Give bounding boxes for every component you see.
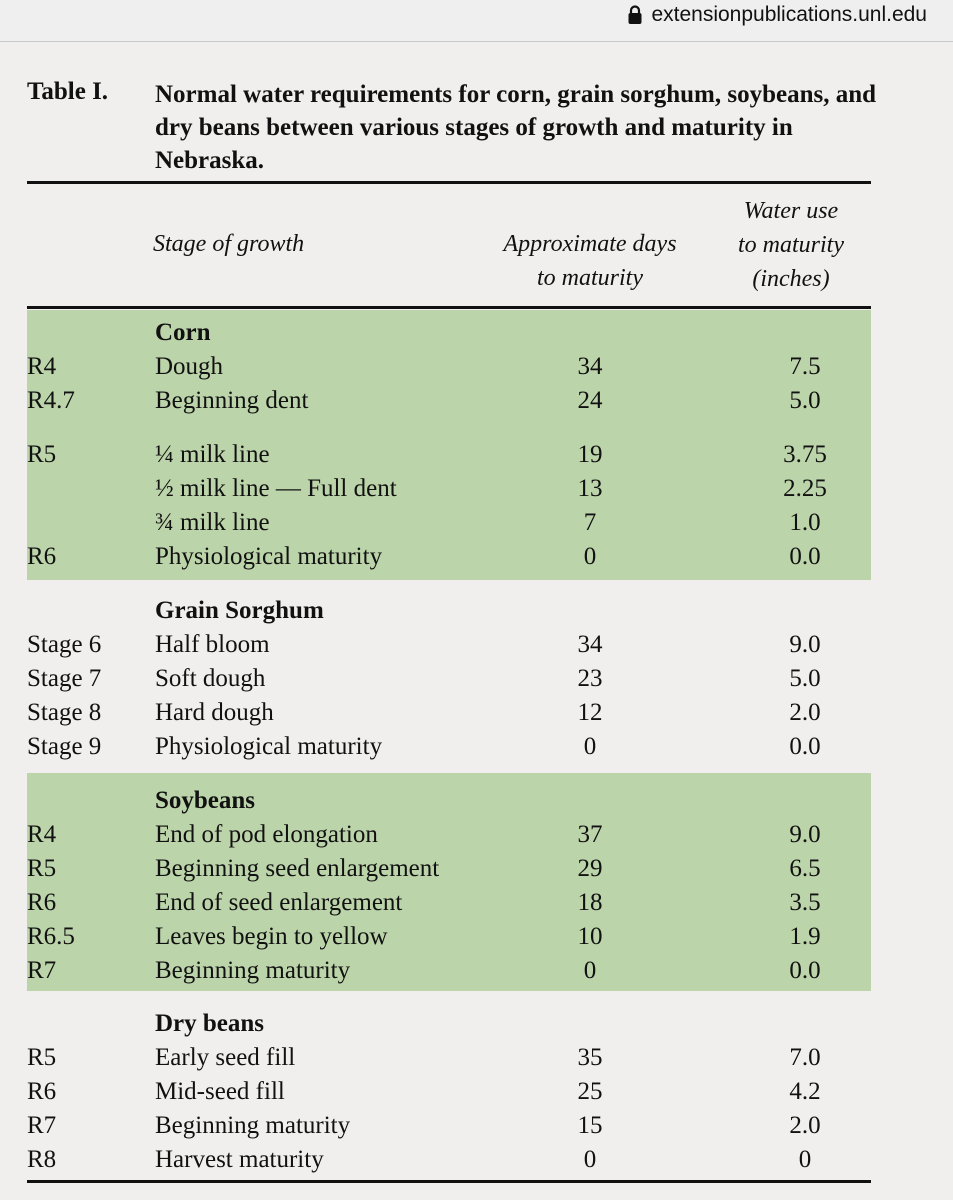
days-to-maturity: 0 xyxy=(583,543,597,570)
section-heading: Grain Sorghum xyxy=(155,597,324,624)
growth-code: Stage 9 xyxy=(27,733,102,760)
growth-stage: Half bloom xyxy=(155,631,270,658)
water-use: 7.0 xyxy=(789,1044,821,1071)
growth-stage: Soft dough xyxy=(155,665,266,692)
growth-stage: ¼ milk line xyxy=(155,441,270,468)
growth-stage: Harvest maturity xyxy=(155,1146,324,1173)
water-use: 9.0 xyxy=(789,631,821,658)
growth-stage: ½ milk line — Full dent xyxy=(155,475,397,502)
table-label: Table I. xyxy=(27,78,109,105)
growth-stage: ¾ milk line xyxy=(155,509,270,536)
growth-code: Stage 8 xyxy=(27,699,102,726)
address-bar[interactable]: extensionpublications.unl.edu xyxy=(0,0,953,42)
days-to-maturity: 34 xyxy=(577,353,603,380)
growth-stage: Physiological maturity xyxy=(155,733,383,760)
days-to-maturity: 23 xyxy=(577,665,603,692)
water-use: 5.0 xyxy=(789,387,821,414)
growth-stage: Early seed fill xyxy=(155,1044,296,1071)
days-to-maturity: 0 xyxy=(583,1146,597,1173)
water-use: 5.0 xyxy=(789,665,821,692)
growth-code: R7 xyxy=(27,1112,57,1139)
water-use: 2.25 xyxy=(783,475,827,502)
water-use: 7.5 xyxy=(789,353,821,380)
water-use: 1.0 xyxy=(789,509,821,536)
top-rule xyxy=(27,181,871,184)
water-use: 2.0 xyxy=(789,1112,821,1139)
growth-code: R6 xyxy=(27,889,57,916)
table-title: Normal water requirements for corn, grai… xyxy=(155,81,877,174)
growth-code: R4.7 xyxy=(27,387,75,414)
growth-stage: Hard dough xyxy=(155,699,274,726)
growth-stage: Beginning maturity xyxy=(155,957,351,984)
growth-code: R7 xyxy=(27,957,57,984)
soybeans-band xyxy=(27,773,871,991)
water-use: 0 xyxy=(798,1146,812,1173)
days-to-maturity: 10 xyxy=(577,923,603,950)
growth-code: R4 xyxy=(27,821,57,848)
growth-stage: End of pod elongation xyxy=(155,821,378,848)
lock-icon xyxy=(628,5,642,24)
growth-code: R5 xyxy=(27,1044,57,1071)
days-to-maturity: 18 xyxy=(577,889,603,916)
days-to-maturity: 34 xyxy=(577,631,603,658)
section-heading: Soybeans xyxy=(155,787,256,814)
corn-band xyxy=(27,310,871,580)
header-rule xyxy=(27,306,871,309)
days-to-maturity: 29 xyxy=(577,855,603,882)
water-use: 2.0 xyxy=(789,699,821,726)
growth-code: R5 xyxy=(27,855,57,882)
growth-stage: Beginning dent xyxy=(155,387,309,414)
growth-stage: Mid-seed fill xyxy=(155,1078,285,1105)
days-to-maturity: 37 xyxy=(577,821,603,848)
days-to-maturity: 35 xyxy=(577,1044,603,1071)
days-to-maturity: 12 xyxy=(577,699,603,726)
days-to-maturity: 13 xyxy=(577,475,603,502)
water-use: 3.75 xyxy=(783,441,827,468)
water-use: 0.0 xyxy=(789,733,821,760)
water-use: 4.2 xyxy=(789,1078,821,1105)
growth-stage: Dough xyxy=(155,353,224,380)
days-to-maturity: 0 xyxy=(583,733,597,760)
growth-stage: Beginning seed enlargement xyxy=(155,855,440,882)
growth-code: R6 xyxy=(27,543,57,570)
growth-code: Stage 6 xyxy=(27,631,102,658)
growth-code: R8 xyxy=(27,1146,57,1173)
growth-code: R4 xyxy=(27,353,57,380)
growth-code: Stage 7 xyxy=(27,665,102,692)
days-to-maturity: 0 xyxy=(583,957,597,984)
header-water: Water use to maturity (inches) xyxy=(738,198,844,292)
water-use: 3.5 xyxy=(789,889,821,916)
bottom-rule xyxy=(27,1180,871,1183)
water-use: 1.9 xyxy=(789,923,821,950)
water-use: 6.5 xyxy=(789,855,821,882)
growth-code: R6 xyxy=(27,1078,57,1105)
water-use: 9.0 xyxy=(789,821,821,848)
section-heading: Dry beans xyxy=(155,1010,265,1037)
url-text: extensionpublications.unl.edu xyxy=(651,3,927,26)
growth-stage: Physiological maturity xyxy=(155,543,383,570)
growth-code: R6.5 xyxy=(27,923,75,950)
days-to-maturity: 7 xyxy=(583,509,597,536)
url-display[interactable]: extensionpublications.unl.edu xyxy=(627,0,927,30)
section-heading: Corn xyxy=(155,319,211,346)
days-to-maturity: 15 xyxy=(577,1112,603,1139)
growth-stage: Leaves begin to yellow xyxy=(155,923,388,950)
growth-code: R5 xyxy=(27,441,57,468)
growth-stage: Beginning maturity xyxy=(155,1112,351,1139)
header-days: Approximate days to maturity xyxy=(503,231,677,291)
growth-stage: End of seed enlargement xyxy=(155,889,403,916)
days-to-maturity: 24 xyxy=(577,387,603,414)
water-use: 0.0 xyxy=(789,543,821,570)
header-stage: Stage of growth xyxy=(153,231,305,257)
days-to-maturity: 25 xyxy=(577,1078,603,1105)
water-use: 0.0 xyxy=(789,957,821,984)
days-to-maturity: 19 xyxy=(577,441,603,468)
